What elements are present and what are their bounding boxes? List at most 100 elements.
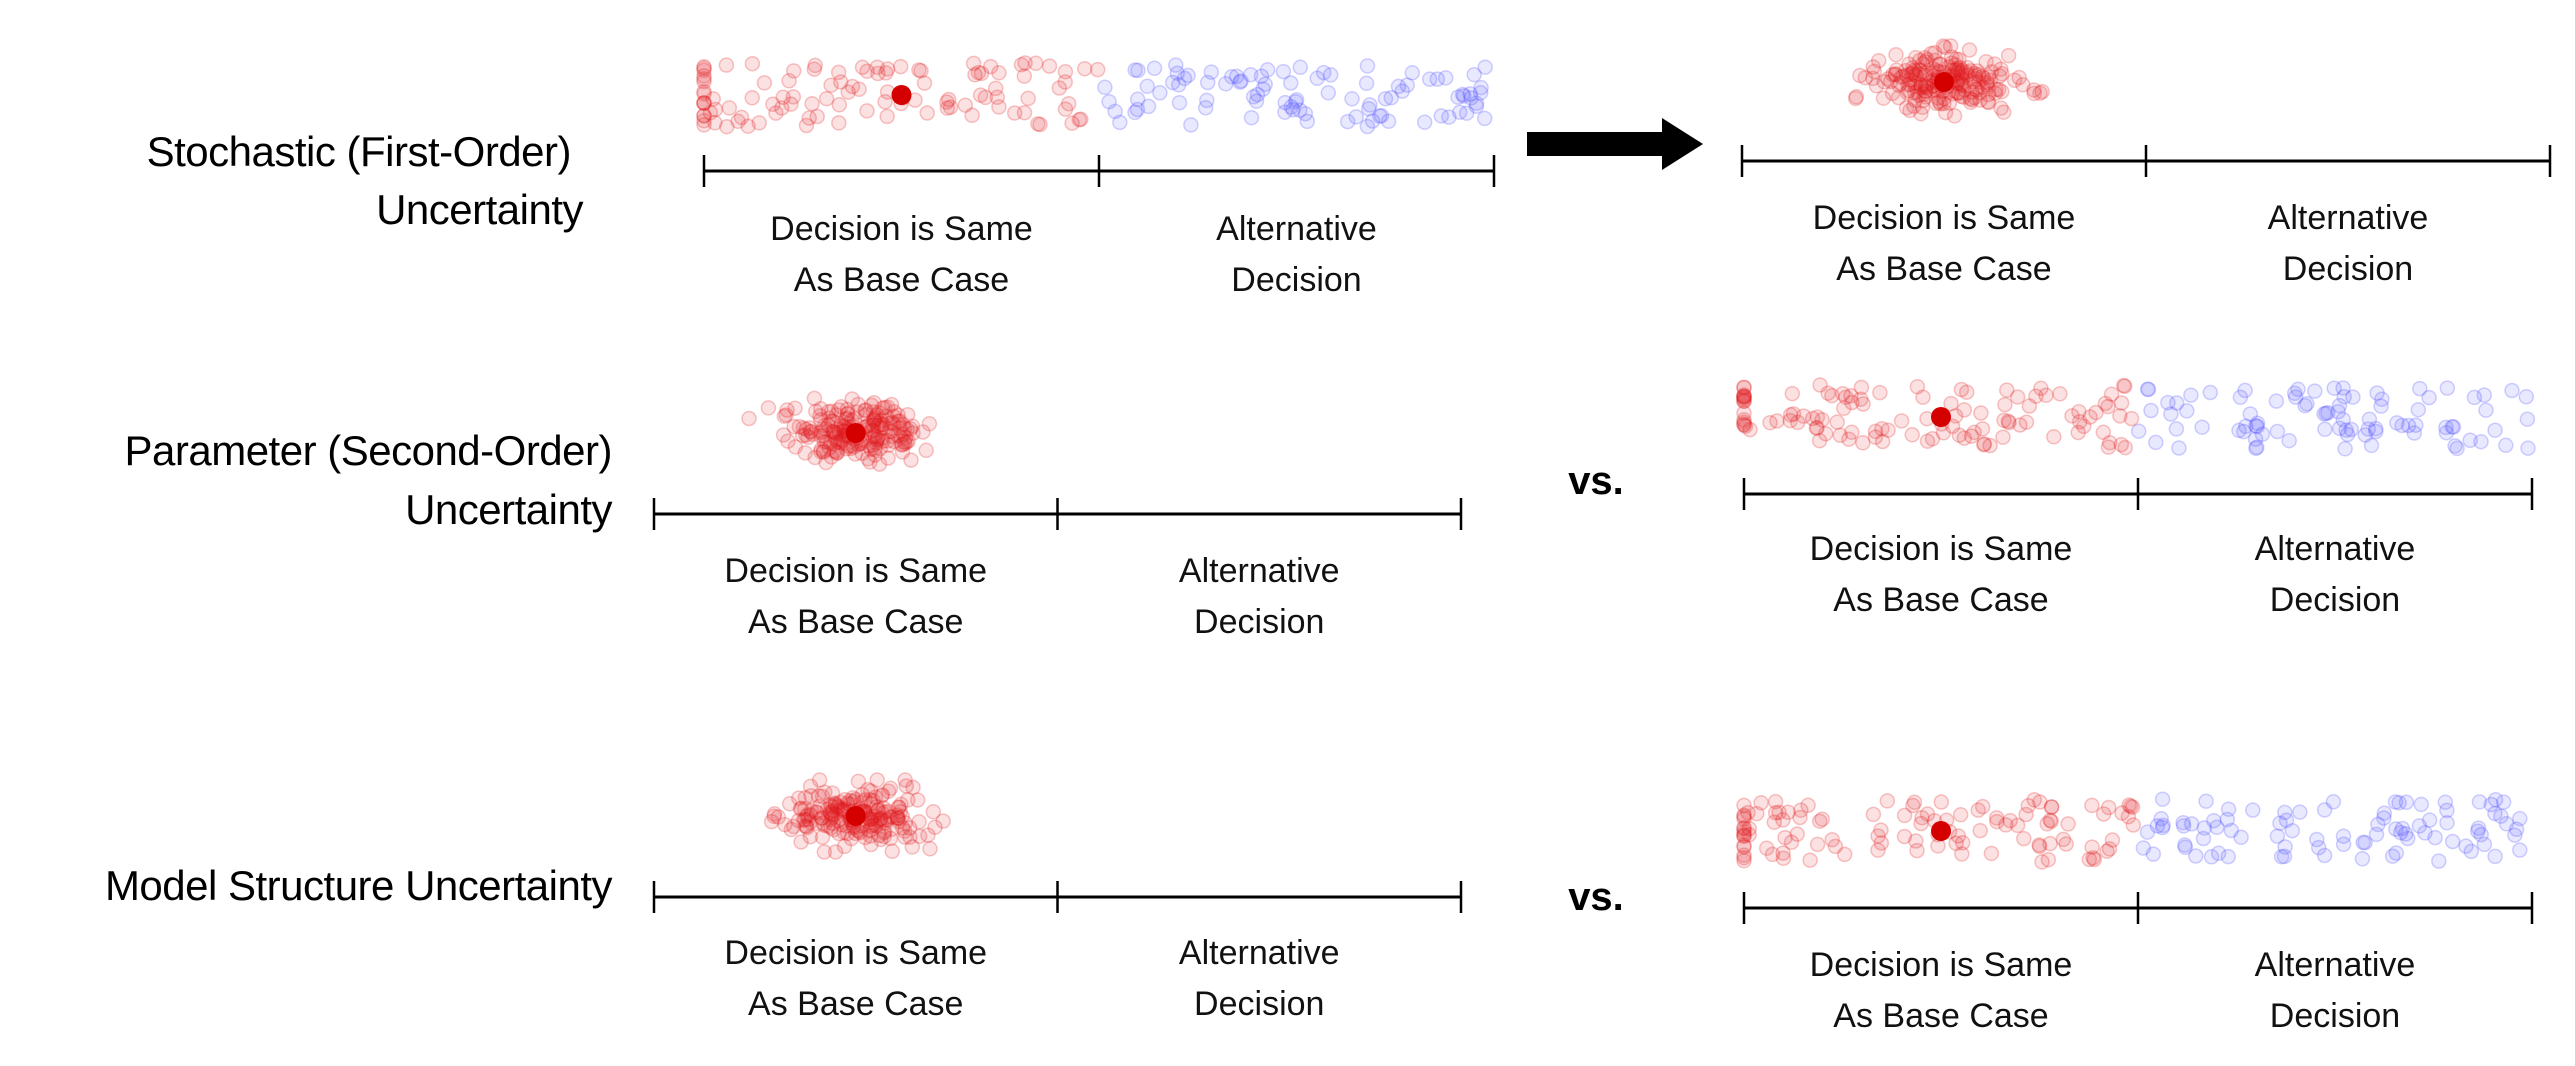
- point-alternative-decision: [2518, 389, 2535, 405]
- point-same-decision: [756, 75, 773, 91]
- point-same-decision: [760, 400, 777, 416]
- point-same-decision: [1953, 76, 1970, 92]
- base-case-point: [1931, 407, 1951, 427]
- point-alternative-decision: [2153, 810, 2169, 827]
- point-same-decision: [1933, 794, 1950, 810]
- point-same-decision: [1888, 46, 1904, 63]
- point-same-decision: [2040, 851, 2057, 868]
- point-alternative-decision: [1339, 113, 1356, 130]
- point-same-decision: [868, 798, 885, 815]
- point-alternative-decision: [2242, 406, 2259, 422]
- point-same-decision: [1775, 850, 1792, 867]
- point-same-decision: [1991, 68, 2008, 84]
- point-alternative-decision: [1112, 114, 1128, 131]
- point-alternative-decision: [2269, 828, 2286, 844]
- point-alternative-decision: [1421, 71, 1438, 87]
- point-same-decision: [850, 396, 866, 413]
- point-same-decision: [812, 444, 829, 460]
- point-same-decision: [879, 433, 896, 449]
- point-alternative-decision: [1277, 104, 1293, 120]
- point-same-decision: [1904, 65, 1921, 82]
- point-same-decision: [872, 440, 888, 457]
- point-alternative-decision: [1287, 94, 1304, 110]
- point-same-decision: [857, 406, 874, 423]
- point-alternative-decision: [2175, 818, 2192, 834]
- point-same-decision: [1060, 95, 1077, 112]
- point-alternative-decision: [2163, 406, 2179, 422]
- point-same-decision: [862, 828, 879, 844]
- point-same-decision: [1976, 436, 1992, 453]
- point-alternative-decision: [1441, 109, 1457, 125]
- point-same-decision: [2034, 854, 2050, 870]
- point-alternative-decision: [2411, 818, 2428, 834]
- point-same-decision: [1767, 805, 1784, 821]
- point-same-decision: [1907, 92, 1923, 109]
- point-same-decision: [918, 442, 934, 459]
- point-alternative-decision: [2438, 424, 2455, 441]
- point-alternative-decision: [2155, 817, 2171, 834]
- point-same-decision: [829, 445, 845, 461]
- point-same-decision: [2042, 812, 2058, 828]
- point-same-decision: [1814, 811, 1830, 827]
- point-same-decision: [1997, 396, 2013, 413]
- point-same-decision: [1057, 74, 1073, 90]
- point-same-decision: [1899, 84, 1915, 101]
- point-same-decision: [2032, 85, 2048, 101]
- point-same-decision: [792, 801, 809, 817]
- point-same-decision: [1979, 94, 1996, 110]
- point-same-decision: [897, 772, 913, 788]
- point-alternative-decision: [1180, 67, 1196, 84]
- point-alternative-decision: [2168, 421, 2185, 437]
- point-alternative-decision: [2447, 438, 2463, 454]
- point-same-decision: [2125, 817, 2142, 833]
- point-same-decision: [776, 408, 793, 424]
- point-same-decision: [882, 830, 899, 847]
- point-same-decision: [798, 427, 814, 443]
- axis-label-same-line1: Decision is Same: [1810, 530, 2073, 568]
- point-alternative-decision: [1416, 114, 1433, 130]
- point-same-decision: [876, 399, 893, 416]
- point-alternative-decision: [1297, 105, 1314, 122]
- point-alternative-decision: [1394, 83, 1411, 99]
- point-same-decision: [696, 73, 712, 90]
- point-alternative-decision: [1152, 85, 1168, 101]
- point-same-decision: [1980, 94, 1997, 111]
- point-same-decision: [813, 424, 829, 441]
- point-same-decision: [1887, 66, 1904, 82]
- point-same-decision: [1749, 805, 1765, 822]
- point-same-decision: [2055, 831, 2072, 848]
- point-same-decision: [1790, 414, 1806, 431]
- point-same-decision: [1979, 74, 1995, 91]
- point-same-decision: [2081, 851, 2098, 868]
- point-same-decision: [812, 798, 828, 815]
- point-same-decision: [1949, 84, 1966, 101]
- point-same-decision: [870, 802, 887, 819]
- point-same-decision: [1908, 833, 1924, 849]
- point-same-decision: [2101, 841, 2118, 857]
- point-same-decision: [1918, 65, 1935, 81]
- point-same-decision: [1784, 385, 1801, 402]
- axis-label-alternative-line2: Decision: [1194, 985, 1324, 1023]
- point-same-decision: [1020, 90, 1036, 107]
- point-alternative-decision: [2331, 420, 2348, 437]
- point-same-decision: [1917, 78, 1934, 95]
- point-same-decision: [1867, 429, 1884, 445]
- point-same-decision: [696, 95, 712, 111]
- point-same-decision: [1736, 826, 1752, 842]
- point-same-decision: [863, 441, 879, 458]
- point-same-decision: [1795, 408, 1812, 424]
- point-alternative-decision: [1171, 94, 1188, 111]
- point-alternative-decision: [2445, 419, 2462, 435]
- point-same-decision: [791, 418, 808, 435]
- vs-label-model-structure: vs.: [1568, 875, 1624, 919]
- point-same-decision: [989, 89, 1006, 106]
- point-same-decision: [1865, 806, 1882, 823]
- point-same-decision: [1767, 793, 1784, 810]
- point-same-decision: [1932, 95, 1949, 112]
- point-same-decision: [813, 810, 830, 826]
- point-same-decision: [802, 814, 818, 830]
- point-same-decision: [2086, 851, 2103, 868]
- point-same-decision: [696, 95, 712, 111]
- point-same-decision: [1917, 54, 1934, 70]
